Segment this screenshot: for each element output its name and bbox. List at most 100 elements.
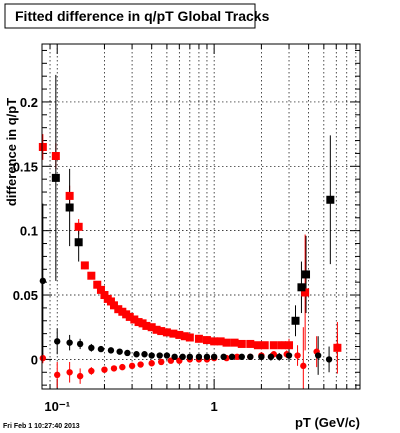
data-point-square	[142, 321, 151, 330]
data-point-layer	[38, 142, 342, 380]
data-point-square	[157, 327, 166, 336]
data-point-circle	[228, 353, 236, 361]
tick-label-layer: 0 0.05 0.1 0.15 0.2 10⁻¹ 1	[13, 95, 218, 414]
data-point-circle	[39, 277, 47, 285]
y-tick-label: 0.15	[13, 159, 38, 174]
data-point-circle	[76, 372, 84, 380]
data-point-circle	[137, 361, 144, 368]
data-point-circle	[267, 353, 275, 361]
data-point-circle	[133, 351, 140, 358]
data-point-circle	[39, 354, 47, 362]
data-point-circle	[179, 353, 186, 361]
x-tick-label: 10⁻¹	[44, 399, 70, 414]
data-point-circle	[163, 352, 171, 359]
data-point-circle	[195, 353, 203, 361]
plot-frame	[41, 43, 361, 390]
data-point-square	[302, 270, 311, 279]
timestamp-footer: Fri Feb 1 10:27:40 2013	[3, 423, 80, 430]
data-point-circle	[247, 353, 254, 361]
data-point-square	[301, 288, 310, 297]
data-point-circle	[334, 343, 341, 350]
data-point-circle	[116, 348, 123, 355]
data-point-circle	[54, 371, 61, 379]
data-point-circle	[233, 353, 241, 361]
data-point-circle	[220, 353, 227, 361]
data-point-circle	[141, 351, 148, 358]
data-point-square	[202, 336, 211, 345]
data-point-circle	[258, 353, 265, 361]
data-point-square	[134, 318, 143, 327]
data-point-circle	[88, 344, 95, 352]
data-point-square	[169, 329, 178, 338]
data-point-circle	[76, 340, 84, 348]
data-point-square	[253, 341, 262, 350]
data-point-square	[222, 338, 231, 347]
data-point-circle	[110, 365, 118, 372]
data-point-circle	[285, 352, 293, 359]
data-point-circle	[128, 362, 136, 370]
y-tick-label: 0	[31, 352, 38, 367]
data-point-square	[194, 334, 203, 343]
data-point-circle	[294, 352, 301, 359]
x-axis-title: pT (GeV/c)	[295, 415, 360, 430]
data-point-circle	[156, 352, 163, 359]
data-point-square	[87, 271, 96, 280]
data-point-circle	[171, 353, 178, 361]
data-point-square	[152, 325, 161, 334]
chart-title-box	[4, 3, 256, 29]
data-point-circle	[314, 352, 322, 359]
data-point-square	[38, 142, 47, 151]
data-point-circle	[88, 367, 95, 375]
data-point-square	[147, 323, 156, 332]
data-point-square	[210, 337, 219, 346]
data-point-square	[162, 328, 171, 337]
data-point-circle	[107, 347, 115, 354]
data-point-square	[180, 332, 189, 341]
data-point-circle	[124, 349, 131, 357]
data-point-circle	[158, 358, 165, 366]
data-point-square	[246, 339, 255, 348]
data-point-circle	[97, 345, 105, 353]
data-point-square	[96, 285, 105, 294]
data-point-circle	[119, 363, 126, 371]
data-point-square	[65, 191, 74, 200]
x-tick-label: 1	[211, 399, 218, 414]
data-point-circle	[276, 353, 283, 361]
data-point-square	[74, 238, 83, 247]
data-point-square	[291, 316, 300, 325]
data-point-square	[237, 339, 246, 348]
data-point-square	[326, 195, 335, 204]
data-point-square	[65, 203, 74, 212]
data-point-circle	[210, 353, 218, 361]
data-point-square	[175, 330, 184, 339]
data-point-circle	[186, 353, 194, 361]
data-point-square	[260, 341, 269, 350]
data-point-square	[80, 261, 89, 270]
data-point-circle	[54, 338, 61, 345]
data-point-circle	[300, 362, 307, 370]
data-point-square	[125, 312, 134, 321]
data-point-square	[51, 151, 60, 160]
data-point-circle	[325, 356, 333, 363]
data-point-square	[114, 305, 123, 314]
data-point-square	[216, 337, 225, 346]
y-tick-label: 0.1	[20, 224, 38, 239]
data-point-circle	[238, 353, 245, 361]
y-tick-label: 0.05	[13, 288, 38, 303]
data-point-circle	[148, 360, 155, 367]
data-point-circle	[66, 369, 73, 376]
data-point-square	[51, 173, 60, 182]
data-point-circle	[203, 353, 211, 361]
data-point-square	[185, 333, 194, 342]
data-point-square	[285, 341, 294, 350]
data-point-square	[277, 341, 286, 350]
data-point-square	[297, 283, 306, 292]
data-point-circle	[148, 352, 155, 359]
data-point-square	[93, 280, 102, 289]
data-point-square	[109, 301, 118, 310]
data-point-square	[269, 341, 278, 350]
data-point-circle	[101, 366, 108, 373]
data-point-square	[230, 338, 239, 347]
